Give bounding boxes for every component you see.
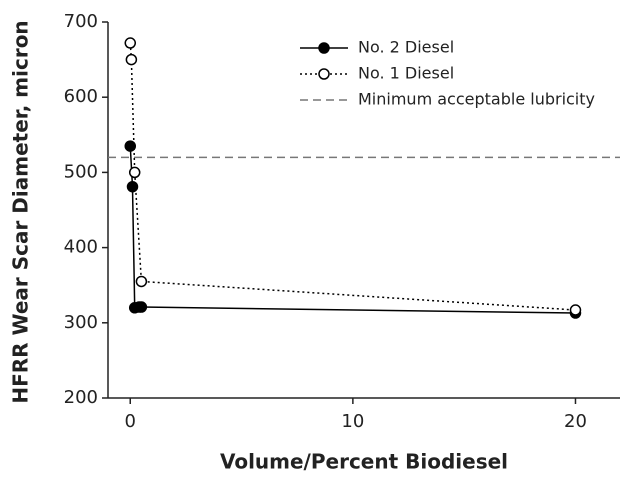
y-tick-label: 400 bbox=[64, 237, 98, 258]
series-line bbox=[129, 43, 576, 311]
data-point bbox=[569, 304, 582, 316]
y-tick-label: 500 bbox=[64, 161, 98, 182]
y-tick-label: 200 bbox=[64, 387, 98, 408]
legend-label: No. 2 Diesel bbox=[358, 38, 454, 57]
legend-marker bbox=[318, 42, 330, 54]
y-tick-label: 700 bbox=[64, 11, 98, 32]
data-point bbox=[125, 53, 138, 66]
y-axis-title: HFRR Wear Scar Diameter, micron bbox=[9, 20, 33, 403]
data-point bbox=[128, 166, 141, 179]
legend-marker bbox=[318, 68, 330, 80]
x-axis-title: Volume/Percent Biodiesel bbox=[220, 450, 508, 474]
data-point bbox=[135, 301, 148, 313]
x-tick-label: 20 bbox=[564, 411, 587, 432]
data-point bbox=[135, 275, 148, 288]
y-tick-label: 600 bbox=[64, 86, 98, 107]
legend-label: Minimum acceptable lubricity bbox=[358, 90, 595, 109]
series-line bbox=[129, 146, 576, 314]
y-tick-label: 300 bbox=[64, 312, 98, 333]
data-point bbox=[124, 37, 137, 49]
data-point bbox=[124, 140, 137, 152]
x-tick-label: 10 bbox=[341, 411, 364, 432]
legend-label: No. 1 Diesel bbox=[358, 64, 454, 83]
x-tick-label: 0 bbox=[125, 411, 136, 432]
